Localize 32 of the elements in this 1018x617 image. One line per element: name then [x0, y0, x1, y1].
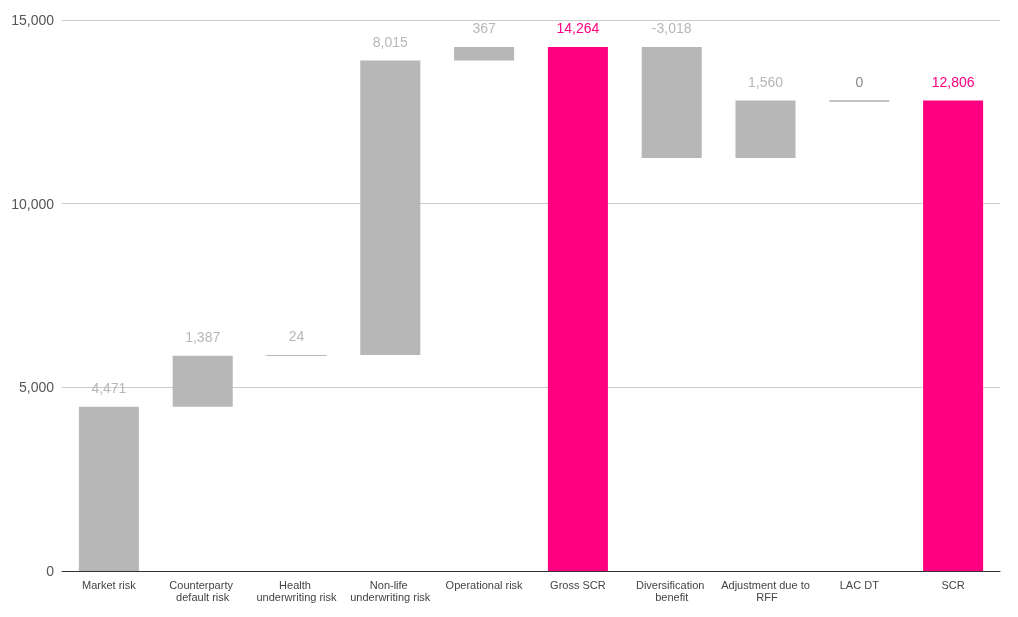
- x-tick-label: Counterparty default risk: [169, 579, 237, 603]
- y-tick-label: 15,000: [11, 12, 55, 28]
- y-tick-label: 5,000: [18, 379, 55, 396]
- x-tick-label: Adjustment due to RFF: [721, 579, 810, 603]
- x-tick-label: Diversification benefit: [635, 579, 708, 603]
- x-tick-label: Market risk: [82, 579, 137, 591]
- y-tick-label: 10,000: [11, 195, 55, 212]
- x-tick-label: SCR: [941, 579, 965, 591]
- bar: [454, 47, 515, 61]
- data-label: 14,264: [556, 20, 600, 37]
- x-tick-label: LAC DT: [839, 579, 880, 591]
- y-tick-label: 0: [46, 563, 55, 579]
- data-label: 24: [288, 327, 305, 344]
- data-label: 367: [472, 20, 496, 37]
- bar: [641, 47, 702, 158]
- data-label: 0: [855, 73, 864, 90]
- x-tick-label: Gross SCR: [550, 579, 606, 591]
- data-label: 8,015: [372, 33, 409, 50]
- x-tick-label: Health underwriting risk: [256, 579, 338, 603]
- data-label: 12,806: [931, 73, 975, 90]
- bar: [78, 406, 139, 571]
- bar: [923, 100, 984, 571]
- bar: [360, 60, 421, 355]
- bar: [547, 47, 608, 571]
- x-tick-label: Operational risk: [445, 579, 524, 591]
- data-label: 1,560: [747, 73, 784, 90]
- data-label: -3,018: [651, 20, 692, 37]
- data-label: 4,471: [91, 379, 127, 396]
- bar: [172, 355, 233, 407]
- x-tick-label: Non-life underwriting risk: [350, 579, 431, 603]
- data-label: 1,387: [185, 328, 221, 345]
- bar: [735, 100, 796, 158]
